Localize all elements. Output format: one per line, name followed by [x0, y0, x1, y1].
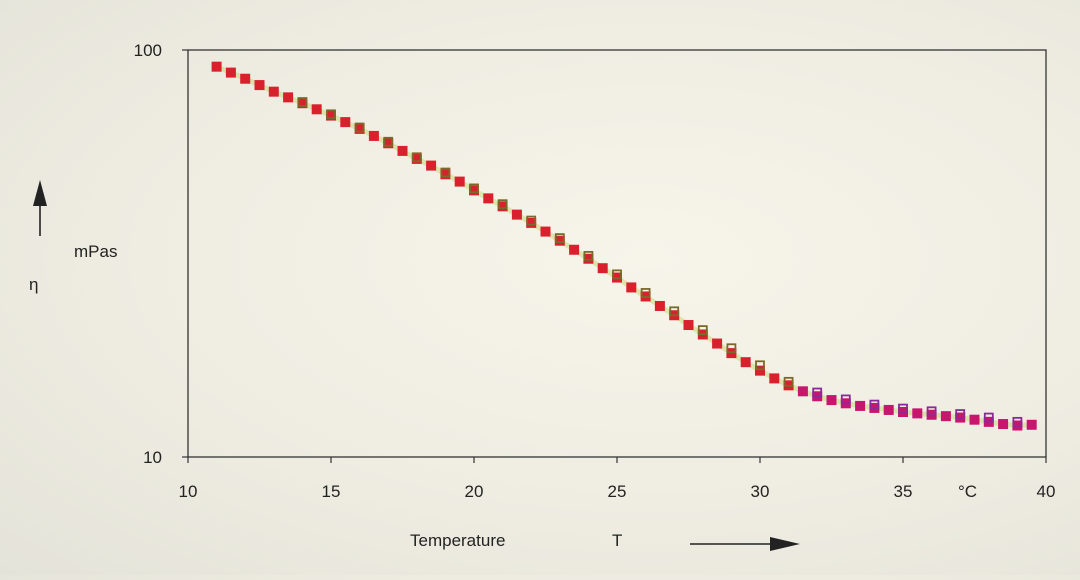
- data-point-filled: [597, 263, 608, 274]
- data-point-filled: [969, 414, 980, 425]
- data-point-hollow: [440, 167, 451, 178]
- data-point-filled: [311, 104, 322, 115]
- data-point-hollow: [840, 394, 851, 405]
- data-point-filled: [240, 73, 251, 84]
- y-tick-label: 100: [134, 41, 162, 60]
- data-point-hollow: [640, 288, 651, 298]
- data-point-hollow: [554, 233, 565, 244]
- x-tick-label: 15: [322, 482, 341, 501]
- data-point-filled: [755, 365, 765, 376]
- data-point-filled: [511, 209, 522, 220]
- data-point-hollow: [411, 152, 422, 163]
- data-point-filled: [940, 411, 951, 422]
- data-point-filled: [583, 253, 594, 264]
- tick-labels: 10 15 20 25 30 35 40 10 100: [134, 41, 1056, 501]
- data-point-filled: [497, 201, 508, 212]
- data-point-filled: [683, 320, 694, 331]
- data-point-filled: [712, 338, 723, 349]
- data-point-filled: [454, 176, 465, 187]
- data-point-filled: [654, 300, 665, 311]
- y-tick-label: 10: [143, 448, 162, 467]
- data-point-hollow: [469, 183, 479, 194]
- data-point-hollow: [983, 412, 994, 423]
- data-point-filled: [326, 110, 336, 121]
- x-tick-label: 25: [608, 482, 627, 501]
- y-axis-up-arrow: [33, 180, 47, 236]
- data-point-filled: [426, 160, 437, 171]
- data-point-hollow: [383, 136, 394, 147]
- x-axis-right-arrow: [690, 537, 800, 551]
- x-tick-label: 35: [894, 482, 913, 501]
- data-point-filled: [1026, 419, 1037, 430]
- data-point-filled: [998, 419, 1009, 430]
- y-axis-unit: mPas: [74, 242, 117, 261]
- data-point-filled: [397, 145, 408, 156]
- x-axis-symbol: T: [612, 531, 622, 550]
- data-point-hollow: [497, 199, 508, 210]
- data-point-filled: [297, 98, 308, 109]
- data-point-filled: [769, 373, 780, 384]
- data-point-filled: [912, 408, 923, 419]
- fit-line-layer: [215, 64, 1032, 429]
- data-point-hollow: [354, 122, 365, 133]
- x-tick-label: 20: [465, 482, 484, 501]
- data-point-filled: [826, 395, 837, 406]
- data-point-hollow: [326, 109, 336, 120]
- data-point-hollow: [583, 250, 594, 261]
- x-axis-label: Temperature: [410, 531, 505, 550]
- data-point-filled: [626, 282, 637, 293]
- data-point-hollow: [697, 325, 708, 336]
- data-point-filled: [440, 169, 451, 180]
- data-point-filled: [268, 86, 279, 97]
- data-point-hollow: [783, 376, 794, 387]
- x-tick-label: 40: [1037, 482, 1056, 501]
- data-point-filled: [540, 226, 551, 237]
- data-point-filled: [411, 153, 422, 164]
- data-point-hollow: [869, 399, 880, 410]
- data-point-hollow: [1012, 416, 1023, 427]
- x-tick-label: 30: [751, 482, 770, 501]
- data-point-filled: [469, 185, 479, 196]
- data-point-filled: [883, 404, 894, 415]
- data-point-hollow: [898, 403, 908, 414]
- data-point-filled: [211, 61, 222, 72]
- data-point-filled: [368, 130, 379, 141]
- data-point-filled: [283, 92, 294, 103]
- data-point-hollow: [726, 343, 737, 354]
- data-point-filled: [740, 357, 751, 368]
- data-point-hollow: [812, 387, 823, 398]
- data-point-filled: [569, 244, 580, 255]
- data-point-hollow: [926, 406, 937, 417]
- data-point-filled: [383, 138, 394, 149]
- fit-line: [215, 64, 1032, 429]
- data-point-hollow: [526, 215, 537, 226]
- x-axis-unit: °C: [958, 482, 977, 501]
- data-points-layer: [211, 61, 1037, 431]
- data-point-filled: [554, 235, 565, 246]
- y-axis-symbol: η: [29, 275, 38, 294]
- data-point-filled: [340, 117, 351, 128]
- data-point-hollow: [955, 409, 966, 419]
- data-point-hollow: [755, 360, 765, 371]
- data-point-filled: [797, 386, 808, 397]
- data-point-filled: [855, 400, 866, 411]
- x-tick-label: 10: [179, 482, 198, 501]
- data-point-hollow: [612, 269, 622, 280]
- data-point-filled: [354, 123, 365, 134]
- data-point-hollow: [669, 306, 680, 317]
- data-point-filled: [526, 217, 537, 228]
- data-point-filled: [225, 67, 236, 78]
- data-point-hollow: [297, 97, 308, 107]
- data-point-filled: [483, 193, 494, 204]
- data-point-filled: [254, 80, 265, 91]
